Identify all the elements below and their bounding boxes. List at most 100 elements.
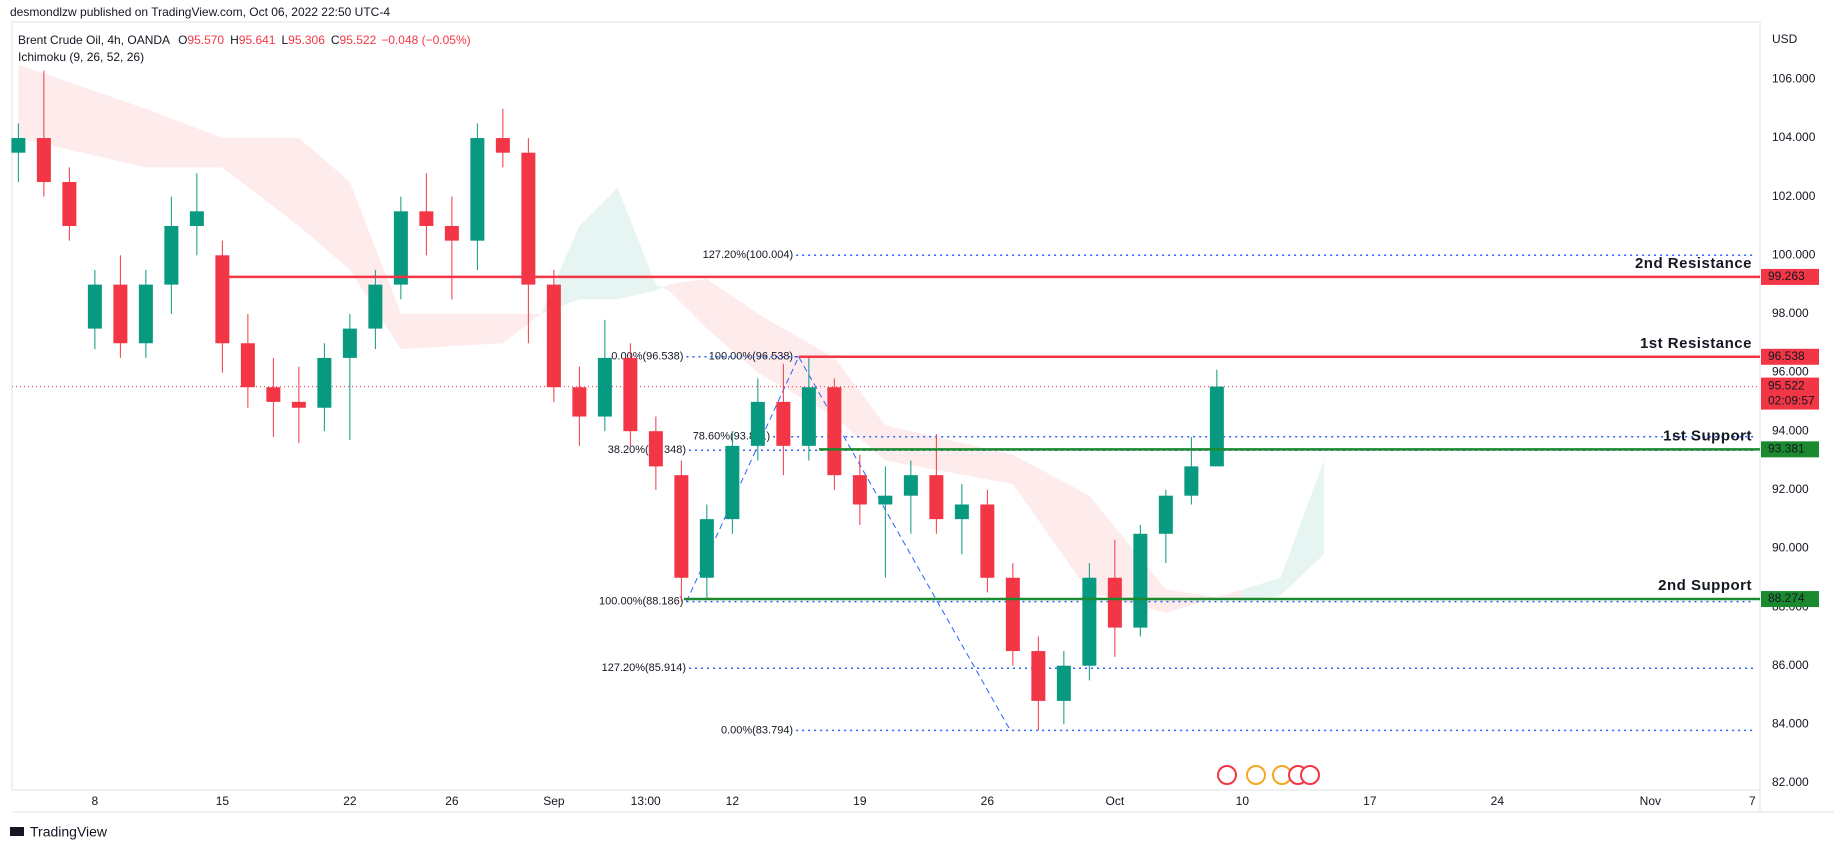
- ichimoku-cloud: [706, 278, 758, 373]
- x-tick-label: 24: [1491, 794, 1505, 808]
- fib-label: 0.00%(83.794): [721, 724, 793, 736]
- y-tick-label: 106.000: [1772, 72, 1816, 86]
- fib-label: 100.00%(88.186): [599, 596, 683, 608]
- candle-body: [164, 225, 179, 285]
- candle-body: [1005, 577, 1020, 652]
- y-tick-label: 98.000: [1772, 306, 1809, 320]
- x-tick-label: 26: [981, 794, 995, 808]
- candle-body: [113, 284, 128, 344]
- logo-mark: [10, 827, 24, 836]
- candle-body: [1082, 577, 1097, 666]
- fib-label: 38.20%(93.348): [608, 444, 686, 456]
- x-tick-label: 15: [216, 794, 230, 808]
- candle-body: [11, 138, 26, 153]
- x-tick-label: 8: [92, 794, 99, 808]
- ichimoku-cloud: [617, 187, 656, 300]
- candle-body: [878, 495, 893, 505]
- price-tag: [1761, 348, 1819, 365]
- ichimoku-cloud: [885, 425, 1013, 484]
- published-note: desmondlzw published on TradingView.com,…: [10, 5, 390, 19]
- price-tag-label: 93.381: [1768, 442, 1805, 456]
- legend-value: 95.522: [340, 33, 377, 47]
- fib-label: 100.00%(96.538): [709, 351, 793, 363]
- y-tick-label: 100.000: [1772, 247, 1816, 261]
- price-tag: [1761, 441, 1819, 458]
- fib-label: 0.00%(96.538): [611, 351, 683, 363]
- price-tag-label: 95.522: [1768, 379, 1805, 393]
- legend-value: 95.306: [288, 33, 325, 47]
- candle-body: [648, 431, 663, 467]
- ichimoku-cloud: [349, 182, 401, 350]
- indicator-label: Ichimoku (9, 26, 52, 26): [18, 50, 144, 64]
- ichimoku-cloud: [400, 313, 503, 350]
- x-tick-label: 7: [1749, 794, 1756, 808]
- candle-body: [674, 475, 689, 578]
- level-label: 2nd Resistance: [1635, 255, 1752, 272]
- y-tick-label: 84.000: [1772, 717, 1809, 731]
- legend-key: C: [331, 33, 340, 47]
- candle-body: [980, 504, 995, 578]
- brand: TradingView: [30, 824, 108, 840]
- ichimoku-cloud: [222, 138, 299, 226]
- candle-body: [903, 475, 918, 496]
- countdown-label: 02:09:57: [1768, 394, 1815, 408]
- ichimoku-cloud: [579, 187, 618, 300]
- fib-label: 127.20%(100.004): [703, 249, 794, 261]
- price-tag: [1761, 591, 1819, 608]
- candle-body: [776, 401, 791, 446]
- footer-logo: TradingView: [10, 824, 108, 840]
- x-tick-label: 26: [445, 794, 459, 808]
- x-tick-label: Nov: [1640, 794, 1661, 808]
- level-label: 2nd Support: [1658, 577, 1752, 594]
- x-tick-label: Sep: [543, 794, 565, 808]
- y-tick-label: 94.000: [1772, 423, 1809, 437]
- candle-body: [1158, 495, 1173, 534]
- candle-body: [1107, 577, 1122, 628]
- candle-body: [827, 387, 842, 476]
- level-label: 1st Support: [1663, 427, 1752, 444]
- candle-body: [138, 284, 153, 344]
- level-label: 1st Resistance: [1640, 335, 1752, 352]
- candle-body: [317, 357, 332, 408]
- y-tick-label: 90.000: [1772, 541, 1809, 555]
- candle-body: [444, 225, 459, 241]
- candle-body: [189, 211, 204, 226]
- candle-body: [852, 475, 867, 505]
- candle-body: [342, 328, 357, 358]
- legend-key: O: [178, 33, 187, 47]
- event-icon: [1217, 765, 1237, 785]
- candle-body: [623, 357, 638, 432]
- ichimoku-cloud: [668, 278, 707, 329]
- y-tick-label: 104.000: [1772, 130, 1816, 144]
- candle-body: [87, 284, 102, 329]
- candle-body: [725, 445, 740, 520]
- candle-body: [1184, 466, 1199, 496]
- candle-body: [597, 357, 612, 417]
- candle-body: [419, 211, 434, 226]
- ichimoku-cloud: [298, 138, 350, 270]
- legend-title: Brent Crude Oil, 4h, OANDA: [18, 33, 170, 47]
- fib-zigzag: [686, 355, 1011, 731]
- x-tick-label: 12: [726, 794, 740, 808]
- fib-label: 78.60%(93.811): [693, 431, 770, 443]
- candle-body: [954, 504, 969, 520]
- x-tick-label: 10: [1236, 794, 1250, 808]
- y-tick-label: 96.000: [1772, 365, 1809, 379]
- price-tag-label: 99.263: [1768, 269, 1805, 283]
- candle-body: [572, 387, 587, 417]
- candle-body: [521, 152, 536, 285]
- candle-body: [368, 284, 383, 329]
- y-tick-label: 102.000: [1772, 189, 1816, 203]
- ichimoku-cloud: [502, 313, 542, 344]
- x-tick-label: Oct: [1106, 794, 1125, 808]
- ichimoku-cloud: [1165, 589, 1243, 613]
- ichimoku-cloud: [1280, 460, 1324, 596]
- candle-body: [470, 138, 485, 241]
- price-tag: [1761, 377, 1819, 410]
- ichimoku-cloud: [834, 357, 886, 461]
- legend-value: 95.641: [239, 33, 276, 47]
- ichimoku-cloud: [145, 108, 223, 168]
- x-tick-label: 22: [343, 794, 357, 808]
